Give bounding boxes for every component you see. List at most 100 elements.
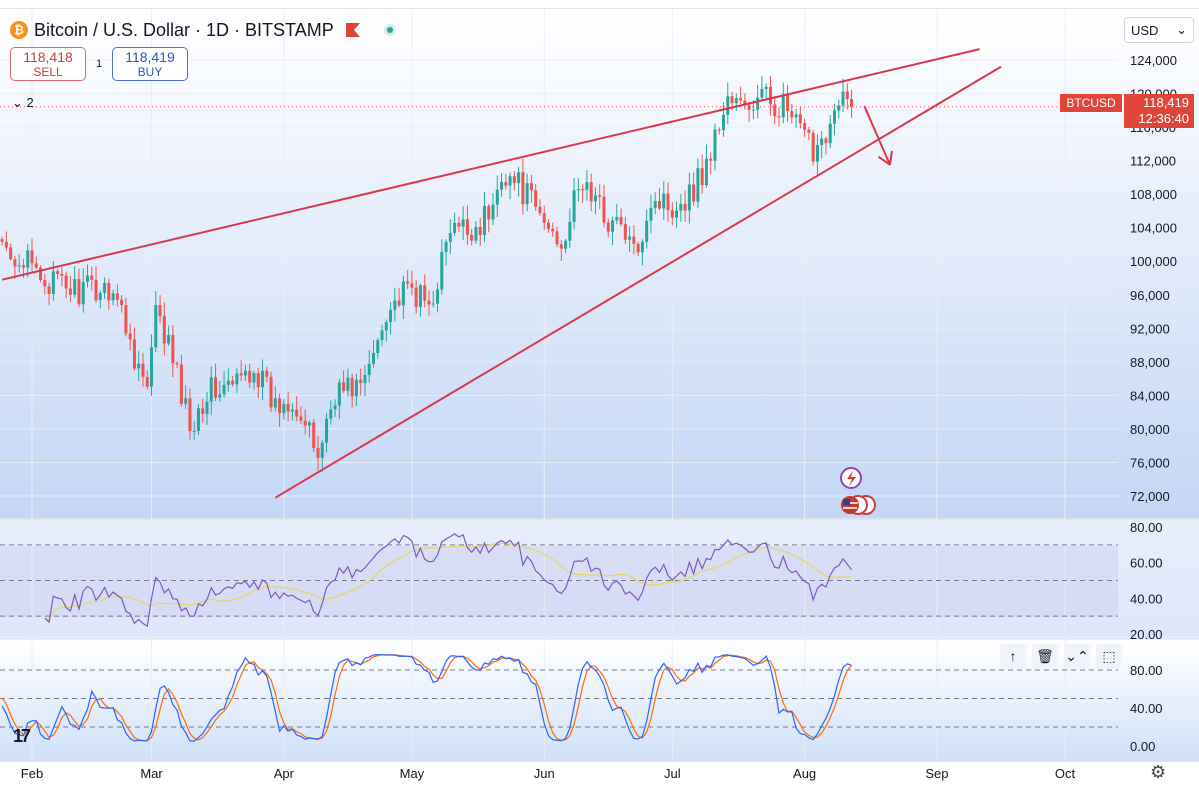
candle-body (316, 447, 320, 458)
candle-body (30, 250, 34, 264)
candle-body (342, 382, 346, 391)
candle-body (290, 409, 294, 412)
candle-body (547, 222, 550, 229)
chevron-down-icon: ⌄ (1176, 22, 1187, 37)
candle-body (636, 243, 640, 253)
y-tick-label: 100,000 (1130, 254, 1177, 269)
candle-body (828, 123, 832, 144)
candle-body (568, 221, 572, 241)
candle-body (538, 206, 542, 214)
candle-body (51, 271, 55, 295)
candle-body (824, 138, 828, 144)
candle-body (700, 168, 704, 186)
candle-body (47, 286, 51, 295)
sell-price: 118,418 (23, 49, 73, 65)
candle-body (717, 129, 721, 131)
x-tick-label: Feb (21, 766, 43, 781)
buy-button[interactable]: 118,419 BUY (112, 47, 188, 81)
candle-body (807, 129, 811, 133)
candle-body (781, 94, 785, 118)
candle-body (367, 363, 371, 375)
trendlines[interactable] (1, 48, 1002, 499)
candle-body (593, 195, 597, 202)
candle-body (542, 213, 546, 223)
currency-label: USD (1131, 22, 1159, 38)
candle-body (423, 285, 427, 301)
buy-price: 118,419 (125, 49, 175, 65)
candle-body (726, 96, 730, 115)
candle-body (687, 184, 691, 211)
symbol-title: Bitcoin / U.S. Dollar · 1D · BITSTAMP (34, 19, 334, 40)
stoch-tick-label: 40.00 (1130, 701, 1163, 716)
candle-body (585, 182, 589, 190)
indicators-toggle[interactable]: ⌄ 2 (12, 95, 34, 110)
candle-body (517, 172, 521, 184)
y-tick-label: 112,000 (1130, 154, 1176, 169)
stoch-tick-label: 80.00 (1130, 663, 1163, 678)
candle-body (841, 91, 845, 106)
candle-body (768, 86, 772, 105)
sell-button[interactable]: 118,418 SELL (10, 47, 86, 81)
rsi-band (0, 546, 1118, 617)
spread-value: 1 (96, 58, 103, 70)
candle-body (739, 98, 743, 101)
candle-body (218, 394, 222, 398)
candle-body (103, 282, 107, 293)
us-flag-icon-canton (843, 499, 850, 505)
candle-body (278, 398, 282, 414)
candle-body (320, 442, 324, 458)
x-tick-label: Oct (1055, 766, 1076, 781)
market-open-dot-icon (383, 24, 396, 36)
candles (0, 75, 1124, 472)
stoch-k-line (1, 654, 852, 742)
y-tick-label: 72,000 (1130, 489, 1170, 504)
candle-body (312, 422, 316, 448)
candle-body (457, 222, 461, 227)
flag-icon[interactable] (345, 23, 360, 37)
rsi-tick-label: 60.00 (1130, 556, 1163, 571)
candle-body (512, 176, 516, 184)
candle-body (252, 372, 256, 383)
candle-body (470, 234, 474, 241)
event-icons[interactable] (840, 467, 876, 515)
candle-body (448, 232, 452, 242)
collapse-pane-button[interactable]: ⌄⌃ (1064, 644, 1090, 668)
candle-body (453, 222, 457, 233)
candle-body (346, 377, 350, 391)
candle-body (209, 377, 213, 402)
candle-body (418, 285, 422, 307)
candle-body (68, 288, 72, 295)
candle-body (120, 299, 124, 306)
tradingview-logo[interactable]: 17 (13, 726, 31, 746)
rsi-indicator (44, 533, 853, 628)
candle-body (145, 376, 149, 387)
bitcoin-coin-icon: ₿ (10, 21, 28, 39)
buy-label: BUY (137, 65, 163, 79)
candle-body (124, 305, 128, 334)
y-tick-label: 92,000 (1130, 321, 1170, 336)
price-pane-bg (0, 8, 1199, 518)
candle-body (243, 370, 247, 376)
symbol-header[interactable]: ₿ Bitcoin / U.S. Dollar · 1D · BITSTAMP (10, 18, 396, 42)
candle-body (704, 158, 708, 186)
candle-body (747, 105, 751, 110)
currency-selector[interactable]: USD ⌄ (1124, 17, 1194, 43)
candle-body (653, 200, 657, 208)
candle-body (798, 114, 802, 124)
candle-body (371, 353, 375, 364)
candle-body (777, 116, 781, 118)
settings-gear-icon[interactable]: ⚙ (1150, 762, 1167, 782)
candle-body (811, 132, 815, 162)
candle-body (354, 379, 358, 397)
candle-body (743, 100, 747, 106)
move-pane-up-button[interactable]: ↑ (1000, 644, 1026, 668)
maximize-pane-button[interactable]: ⬚ (1096, 644, 1122, 668)
delete-pane-button[interactable]: 🗑 (1032, 644, 1058, 668)
candle-body (504, 182, 508, 186)
candle-body (589, 182, 593, 202)
rsi-tick-label: 40.00 (1130, 591, 1163, 606)
candle-body (564, 240, 568, 249)
candle-body (115, 293, 119, 300)
